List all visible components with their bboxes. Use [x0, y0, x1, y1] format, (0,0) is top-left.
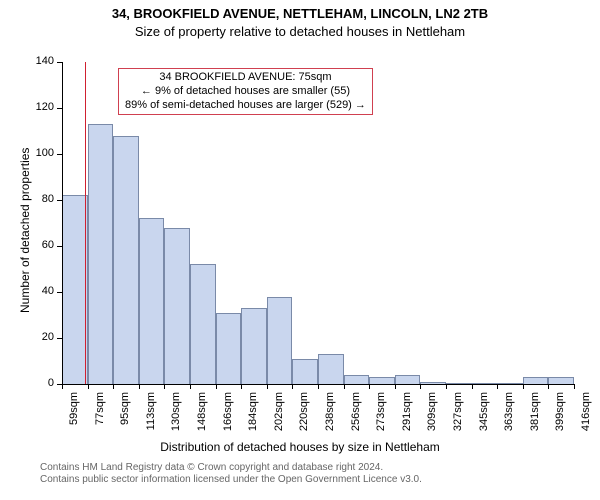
- bar: [267, 297, 293, 384]
- xtick-label: 363sqm: [503, 392, 515, 442]
- bar: [139, 218, 165, 384]
- xtick-label: 399sqm: [554, 392, 566, 442]
- ytick-label: 120: [22, 101, 54, 113]
- bar: [523, 377, 549, 384]
- bar: [395, 375, 421, 384]
- bar: [88, 124, 114, 384]
- xtick-label: 381sqm: [529, 392, 541, 442]
- xtick-mark: [548, 384, 549, 389]
- x-axis-label: Distribution of detached houses by size …: [0, 440, 600, 454]
- xtick-label: 256sqm: [350, 392, 362, 442]
- xtick-label: 59sqm: [68, 392, 80, 442]
- xtick-label: 202sqm: [273, 392, 285, 442]
- xtick-label: 309sqm: [426, 392, 438, 442]
- xtick-mark: [369, 384, 370, 389]
- xtick-label: 416sqm: [580, 392, 592, 442]
- xtick-label: 113sqm: [145, 392, 157, 442]
- title-line-2: Size of property relative to detached ho…: [0, 24, 600, 39]
- xtick-label: 77sqm: [94, 392, 106, 442]
- xtick-mark: [164, 384, 165, 389]
- xtick-mark: [574, 384, 575, 389]
- xtick-mark: [113, 384, 114, 389]
- ytick-mark: [57, 62, 62, 63]
- xtick-label: 238sqm: [324, 392, 336, 442]
- xtick-label: 345sqm: [478, 392, 490, 442]
- axis-line: [62, 62, 63, 384]
- bar: [548, 377, 574, 384]
- xtick-label: 291sqm: [401, 392, 413, 442]
- ytick-label: 20: [22, 331, 54, 343]
- xtick-mark: [420, 384, 421, 389]
- ytick-mark: [57, 246, 62, 247]
- xtick-label: 184sqm: [247, 392, 259, 442]
- xtick-mark: [472, 384, 473, 389]
- footer-line-2: Contains public sector information licen…: [40, 474, 422, 486]
- xtick-mark: [241, 384, 242, 389]
- xtick-label: 95sqm: [119, 392, 131, 442]
- xtick-label: 148sqm: [196, 392, 208, 442]
- bar: [62, 195, 88, 384]
- ytick-mark: [57, 108, 62, 109]
- bar: [344, 375, 370, 384]
- bar: [164, 228, 190, 384]
- info-line-1: 34 BROOKFIELD AVENUE: 75sqm: [125, 71, 366, 85]
- bar: [241, 308, 267, 384]
- xtick-mark: [267, 384, 268, 389]
- xtick-mark: [446, 384, 447, 389]
- info-line-2: ← 9% of detached houses are smaller (55): [125, 85, 366, 99]
- chart-container: 34, BROOKFIELD AVENUE, NETTLEHAM, LINCOL…: [0, 0, 600, 500]
- xtick-mark: [497, 384, 498, 389]
- xtick-label: 130sqm: [170, 392, 182, 442]
- xtick-mark: [88, 384, 89, 389]
- xtick-label: 273sqm: [375, 392, 387, 442]
- ytick-label: 140: [22, 55, 54, 67]
- bar: [190, 264, 216, 384]
- ytick-label: 60: [22, 239, 54, 251]
- xtick-mark: [139, 384, 140, 389]
- xtick-mark: [216, 384, 217, 389]
- bar: [318, 354, 344, 384]
- xtick-mark: [318, 384, 319, 389]
- xtick-mark: [344, 384, 345, 389]
- ytick-mark: [57, 154, 62, 155]
- xtick-label: 327sqm: [452, 392, 464, 442]
- info-box: 34 BROOKFIELD AVENUE: 75sqm ← 9% of deta…: [118, 68, 373, 115]
- bar: [113, 136, 139, 384]
- xtick-mark: [62, 384, 63, 389]
- ytick-mark: [57, 292, 62, 293]
- ytick-mark: [57, 200, 62, 201]
- xtick-mark: [395, 384, 396, 389]
- info-line-3: 89% of semi-detached houses are larger (…: [125, 99, 366, 113]
- bar: [292, 359, 318, 384]
- footer-text: Contains HM Land Registry data © Crown c…: [40, 462, 422, 486]
- xtick-label: 166sqm: [222, 392, 234, 442]
- marker-line: [85, 62, 86, 384]
- xtick-mark: [292, 384, 293, 389]
- ytick-label: 0: [22, 377, 54, 389]
- bar: [369, 377, 395, 384]
- xtick-label: 220sqm: [298, 392, 310, 442]
- ytick-mark: [57, 338, 62, 339]
- bar: [216, 313, 242, 384]
- xtick-mark: [190, 384, 191, 389]
- title-line-1: 34, BROOKFIELD AVENUE, NETTLEHAM, LINCOL…: [0, 6, 600, 21]
- ytick-label: 80: [22, 193, 54, 205]
- ytick-label: 100: [22, 147, 54, 159]
- footer-line-1: Contains HM Land Registry data © Crown c…: [40, 462, 422, 474]
- xtick-mark: [523, 384, 524, 389]
- ytick-label: 40: [22, 285, 54, 297]
